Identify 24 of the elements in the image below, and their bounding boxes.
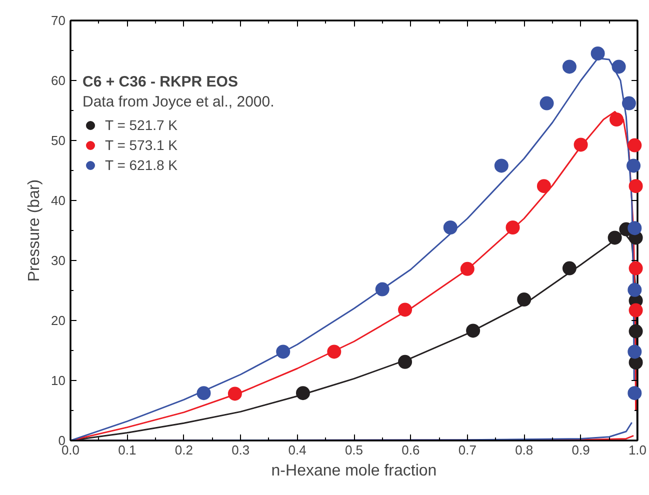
- text: C6 + C36 - RKPR EOS: [82, 74, 238, 90]
- x-tick-label: 1.0: [628, 442, 647, 458]
- x-tick-label: 0.9: [572, 442, 590, 458]
- x-axis-title: n-Hexane mole fraction: [271, 462, 437, 480]
- legend-label: T = 573.1 K: [105, 137, 178, 153]
- y-tick-label: 40: [51, 193, 66, 208]
- legend-label: T = 621.8 K: [105, 157, 178, 173]
- x-tick-label: 0.1: [118, 442, 136, 458]
- x-tick-label: 0.4: [288, 442, 306, 458]
- text: Data from Joyce et al., 2000.: [82, 94, 274, 110]
- y-tick-label: 50: [51, 133, 66, 148]
- y-axis-title: Pressure (bar): [26, 179, 44, 282]
- y-tick-label: 20: [51, 313, 66, 328]
- x-tick-label: 0.6: [402, 442, 420, 458]
- x-tick-label: 0.3: [232, 442, 250, 458]
- x-tick-label: 0.2: [174, 442, 193, 458]
- y-tick-label: 10: [51, 373, 66, 388]
- y-tick-label: 70: [51, 13, 66, 28]
- legend-label: T = 521.7 K: [105, 117, 178, 133]
- x-tick-label: 0.5: [344, 442, 364, 458]
- y-tick-label: 60: [51, 73, 66, 88]
- x-tick-label: 0.7: [458, 442, 476, 458]
- x-tick-label: 0.8: [515, 442, 534, 458]
- y-tick-label: 30: [51, 253, 66, 268]
